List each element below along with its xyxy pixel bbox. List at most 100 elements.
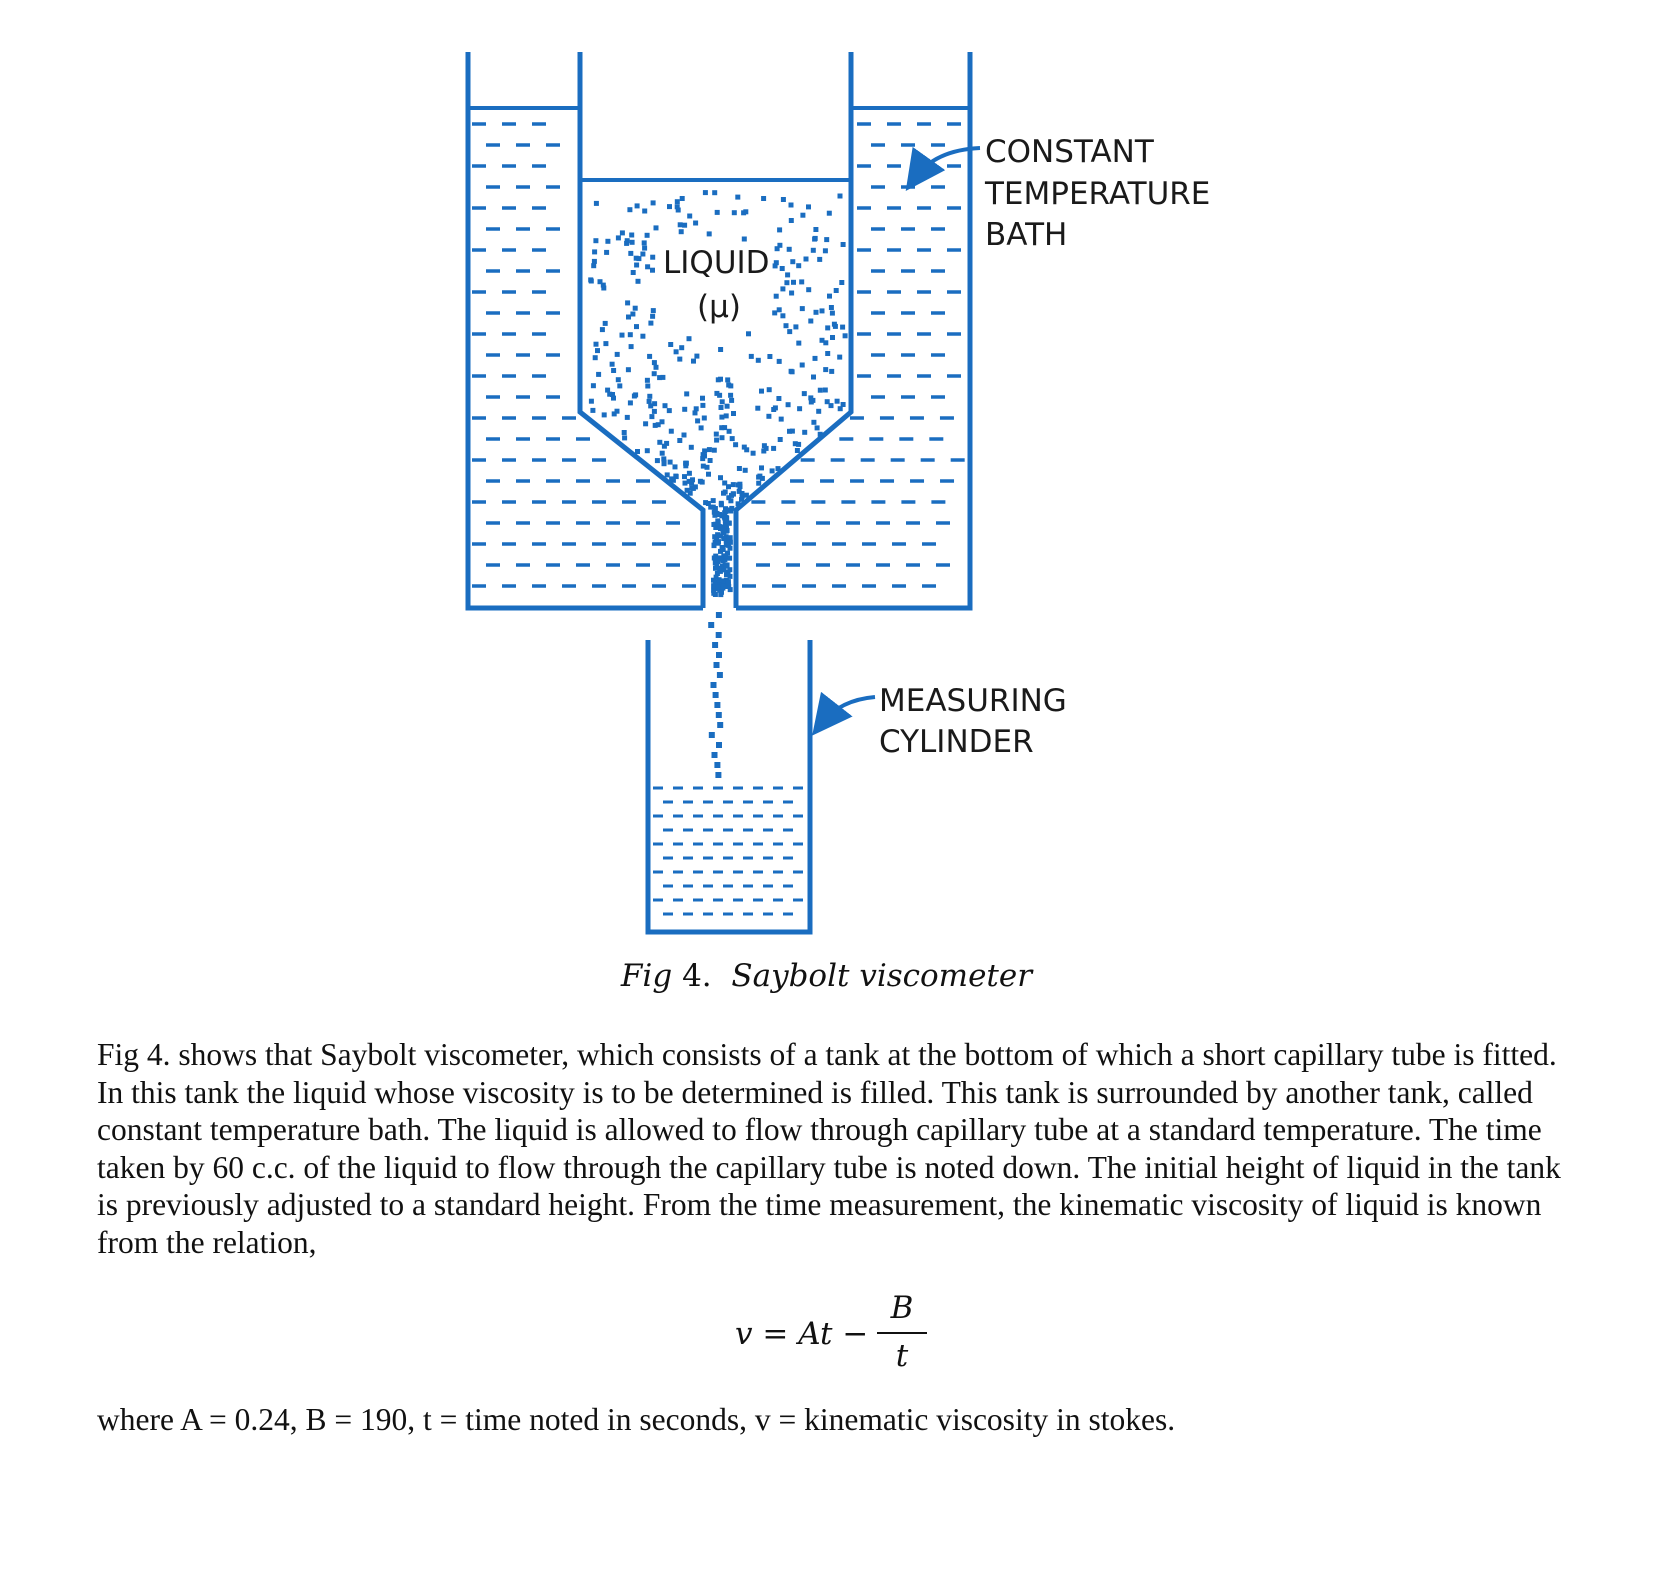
liquid-particle bbox=[800, 212, 806, 218]
inner-tank-right-wall bbox=[733, 52, 854, 608]
formula-denominator: t bbox=[895, 1338, 909, 1374]
liquid-particle bbox=[691, 358, 696, 364]
liquid-particle bbox=[806, 287, 812, 293]
liquid-particle bbox=[814, 425, 820, 431]
liquid-particle bbox=[720, 563, 725, 569]
liquid-particle bbox=[703, 500, 709, 506]
liquid-particle bbox=[832, 323, 838, 329]
liquid-particle bbox=[812, 235, 818, 241]
liquid-particle bbox=[724, 403, 730, 409]
liquid-particle bbox=[644, 448, 650, 454]
liquid-particle bbox=[610, 392, 615, 397]
liquid-particle bbox=[614, 408, 620, 414]
liquid-particle bbox=[653, 225, 659, 231]
liquid-particle bbox=[829, 310, 835, 316]
liquid-particle bbox=[718, 533, 724, 539]
liquid-particle bbox=[796, 340, 802, 346]
stream-particle bbox=[710, 682, 717, 688]
liquid-particle bbox=[793, 324, 799, 330]
liquid-particle bbox=[842, 333, 848, 339]
fraction-bar bbox=[877, 1332, 927, 1334]
liquid-particle bbox=[736, 488, 742, 494]
liquid-particle bbox=[661, 443, 667, 449]
stream-particle bbox=[708, 622, 715, 628]
stream-particle bbox=[715, 632, 722, 638]
liquid-particle bbox=[634, 324, 639, 330]
liquid-particle bbox=[711, 447, 717, 453]
liquid-particle bbox=[645, 264, 651, 270]
liquid-particle bbox=[588, 278, 594, 284]
liquid-particle bbox=[720, 528, 726, 534]
liquid-particle bbox=[706, 231, 712, 237]
liquid-particle bbox=[679, 345, 685, 351]
liquid-particle bbox=[755, 405, 761, 411]
liquid-particle bbox=[624, 414, 630, 420]
liquid-particle bbox=[602, 320, 608, 326]
formula-lhs: v = At − bbox=[735, 1316, 869, 1352]
liquid-particle bbox=[592, 249, 598, 255]
liquid-particle bbox=[655, 422, 661, 428]
liquid-particle bbox=[759, 388, 764, 394]
cylinder-label-line2: CYLINDER bbox=[879, 724, 1034, 760]
liquid-particle bbox=[799, 362, 805, 368]
liquid-particle bbox=[614, 351, 620, 357]
liquid-particle bbox=[719, 399, 725, 405]
liquid-particle bbox=[812, 355, 818, 361]
liquid-particle bbox=[633, 392, 639, 398]
liquid-particle bbox=[722, 513, 728, 519]
liquid-particle bbox=[677, 356, 683, 362]
liquid-particle bbox=[590, 407, 596, 413]
liquid-particle bbox=[690, 477, 695, 483]
liquid-particle bbox=[769, 468, 775, 474]
liquid-particle bbox=[828, 305, 834, 310]
liquid-particle bbox=[830, 335, 835, 340]
liquid-particle bbox=[683, 463, 689, 469]
liquid-particle bbox=[693, 406, 699, 412]
liquid-particle bbox=[713, 431, 719, 437]
liquid-particle bbox=[673, 474, 679, 480]
figure-caption: Fig 4. Saybolt viscometer bbox=[0, 958, 1653, 994]
caption-title: Saybolt viscometer bbox=[731, 958, 1033, 994]
liquid-particle bbox=[653, 364, 659, 370]
liquid-particle bbox=[711, 590, 717, 596]
liquid-particle bbox=[837, 193, 843, 199]
liquid-particle bbox=[715, 540, 721, 546]
liquid-particle bbox=[780, 197, 786, 202]
liquid-particle bbox=[801, 391, 807, 397]
liquid-particle bbox=[702, 190, 708, 196]
liquid-particle bbox=[669, 476, 675, 482]
liquid-particle bbox=[834, 398, 840, 404]
bath-label-line1: CONSTANT bbox=[985, 134, 1155, 170]
bath-liquid-fill bbox=[472, 122, 965, 588]
liquid-particle bbox=[704, 464, 710, 470]
liquid-particle bbox=[786, 246, 792, 252]
formula-numerator: B bbox=[890, 1290, 914, 1326]
liquid-particle bbox=[679, 196, 685, 201]
liquid-particle bbox=[701, 415, 707, 421]
liquid-particle bbox=[721, 536, 727, 541]
liquid-particle bbox=[722, 489, 728, 495]
liquid-particle bbox=[626, 314, 631, 320]
liquid-particle bbox=[772, 263, 778, 269]
liquid-particle bbox=[686, 336, 692, 342]
liquid-particle bbox=[721, 567, 727, 573]
liquid-particle bbox=[615, 235, 621, 241]
liquid-particle bbox=[597, 279, 603, 285]
liquid-particle bbox=[644, 377, 650, 383]
liquid-particle bbox=[600, 282, 606, 288]
liquid-particle bbox=[648, 320, 654, 326]
liquid-particle bbox=[651, 360, 657, 366]
liquid-particle bbox=[739, 496, 744, 502]
liquid-particle bbox=[657, 439, 663, 445]
liquid-particle bbox=[659, 450, 665, 456]
liquid-particle bbox=[645, 383, 651, 389]
liquid-particle bbox=[817, 256, 823, 262]
liquid-particle bbox=[640, 251, 646, 257]
liquid-particle bbox=[726, 428, 732, 434]
liquid-particle bbox=[727, 545, 733, 551]
stream-particle bbox=[715, 712, 722, 718]
liquid-particle bbox=[624, 240, 630, 246]
liquid-particle bbox=[591, 258, 597, 264]
stream-particle bbox=[712, 642, 719, 648]
liquid-particle bbox=[625, 367, 631, 373]
